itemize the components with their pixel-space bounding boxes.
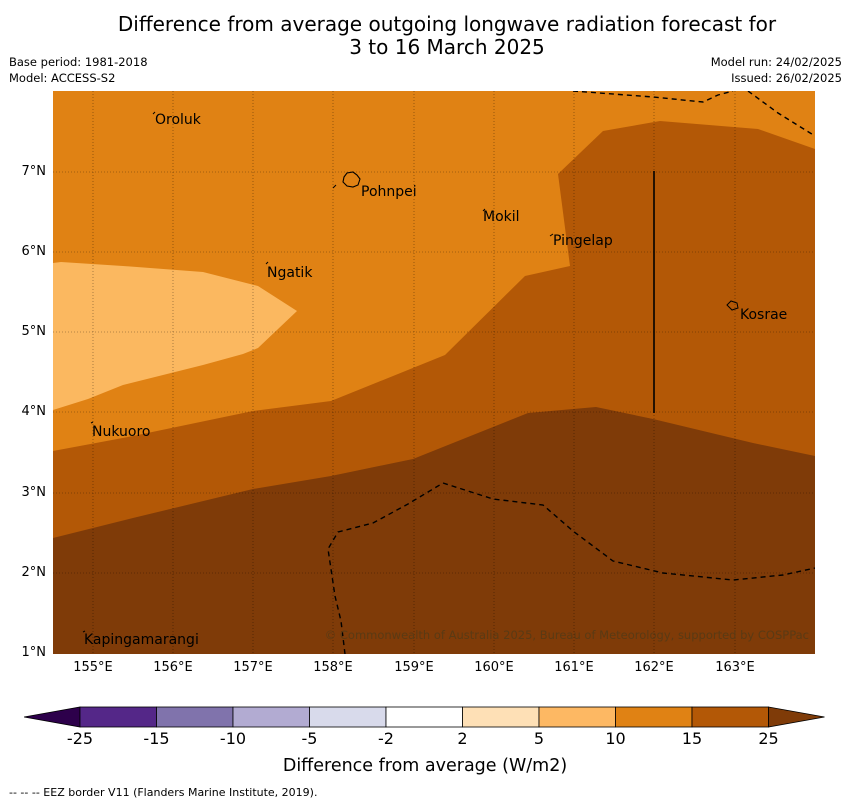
colorbar-tick-label: 10 [605, 729, 626, 748]
lon-label: 158°E [313, 660, 353, 675]
colorbar-extend-low [24, 706, 81, 728]
base-period: Base period: 1981-2018 [9, 55, 148, 69]
kosrae-island-outline [726, 300, 739, 311]
eez-borders [327, 91, 815, 654]
atoll-marks [82, 111, 554, 633]
lon-label: 160°E [474, 660, 514, 675]
colorbar-cell [156, 706, 234, 728]
title-line-2: 3 to 16 March 2025 [349, 35, 545, 59]
colorbar-tick-label: 25 [758, 729, 779, 748]
colorbar-cell [538, 706, 616, 728]
place-label: Mokil [483, 209, 520, 225]
model-name: Model: ACCESS-S2 [9, 71, 116, 85]
lat-label: 5°N [21, 324, 47, 339]
copyright-notice: © Commonwealth of Australia 2025, Bureau… [324, 628, 809, 642]
lat-label: 6°N [21, 244, 47, 259]
place-label: Pohnpei [361, 184, 417, 200]
lat-label: 1°N [21, 645, 47, 660]
lat-label: 7°N [21, 164, 47, 179]
map-panel[interactable]: Oroluk Pohnpei Mokil Pingelap Ngatik Kos… [53, 91, 815, 654]
place-label: Nukuoro [92, 424, 151, 440]
colorbar-cell [615, 706, 693, 728]
colorbar-cell [385, 706, 463, 728]
place-label: Kosrae [740, 307, 788, 323]
lon-label: 155°E [73, 660, 113, 675]
place-label: Ngatik [267, 265, 313, 281]
meta-right: Model run: 24/02/2025 Issued: 26/02/2025 [711, 54, 842, 86]
meta-left: Base period: 1981-2018 Model: ACCESS-S2 [9, 54, 148, 86]
colorbar [24, 706, 825, 728]
colorbar-cell [691, 706, 769, 728]
colorbar-cell [79, 706, 157, 728]
lat-label: 4°N [21, 404, 47, 419]
lon-label: 157°E [233, 660, 273, 675]
issued-date: Issued: 26/02/2025 [731, 71, 842, 85]
lon-label: 162°E [634, 660, 674, 675]
pohnpei-island-outline [342, 171, 361, 188]
place-label: Kapingamarangi [84, 632, 199, 648]
eez-border-south [327, 482, 815, 654]
colorbar-tick-label: -5 [301, 729, 318, 748]
place-label: Pingelap [553, 233, 613, 249]
colorbar-tick-label: -25 [66, 729, 94, 748]
eez-border-top-right [747, 91, 815, 137]
colorbar-cell [309, 706, 387, 728]
colorbar-cell [462, 706, 540, 728]
colorbar-tick-label: 5 [533, 729, 545, 748]
colorbar-cell [232, 706, 310, 728]
colorbar-tick-label: 15 [681, 729, 703, 748]
band-5-10 [53, 262, 297, 410]
lon-label: 156°E [153, 660, 193, 675]
title-line-1: Difference from average outgoing longwav… [117, 12, 777, 36]
lat-label: 2°N [21, 565, 47, 580]
colorbar-tick-label: -2 [378, 729, 394, 748]
eez-border-top [572, 91, 734, 103]
colorbar-title: Difference from average (W/m2) [282, 756, 568, 776]
lon-label: 161°E [554, 660, 594, 675]
chart-title: Difference from average outgoing longwav… [0, 13, 850, 59]
colorbar-extend-high [768, 706, 825, 728]
band-above-25 [53, 407, 815, 654]
lat-label: 3°N [21, 485, 47, 500]
map-svg [53, 91, 815, 654]
colorbar-tick-label: -10 [219, 729, 247, 748]
eez-footnote: -- -- -- EEZ border V11 (Flanders Marine… [9, 786, 318, 799]
model-run: Model run: 24/02/2025 [710, 55, 842, 69]
place-label: Oroluk [155, 112, 201, 128]
lon-label: 163°E [715, 660, 755, 675]
colorbar-tick-label: 2 [457, 729, 468, 748]
colorbar-tick-label: -15 [143, 729, 170, 748]
lon-label: 159°E [394, 660, 434, 675]
